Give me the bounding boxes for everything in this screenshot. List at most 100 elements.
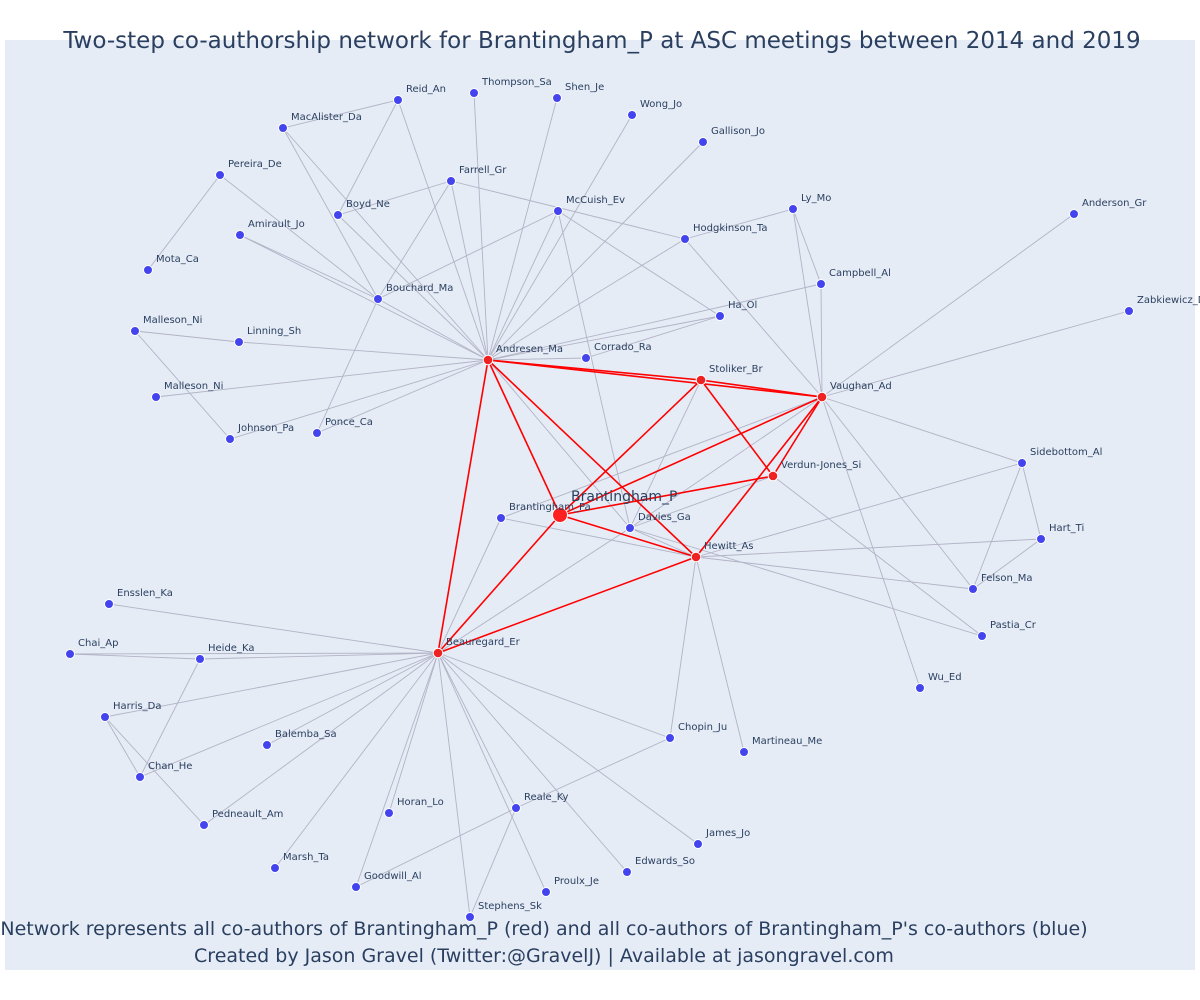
primary-edge-brantingham-p-vaughan-ad bbox=[559, 396, 823, 516]
node-label-malleson-ni-1: Malleson_Ni bbox=[143, 315, 202, 326]
node-ensslen-ka[interactable] bbox=[104, 599, 114, 609]
node-hart-ti[interactable] bbox=[1036, 534, 1046, 544]
node-heide-ka[interactable] bbox=[195, 654, 205, 664]
node-felson-ma[interactable] bbox=[968, 584, 978, 594]
secondary-edge-ha-ol-corrado-ra bbox=[585, 315, 721, 359]
secondary-edge-andresen-ma-davies-ga bbox=[487, 359, 631, 529]
node-james-jo[interactable] bbox=[693, 839, 703, 849]
node-label-pastia-cr: Pastia_Cr bbox=[990, 620, 1037, 631]
node-malleson-ni-1[interactable] bbox=[130, 326, 140, 336]
secondary-edge-farrell-gr-hodgkinson-ta bbox=[450, 180, 686, 240]
node-corrado-ra[interactable] bbox=[581, 353, 591, 363]
node-pereira-de[interactable] bbox=[215, 170, 225, 180]
node-chai-ap[interactable] bbox=[65, 649, 75, 659]
secondary-edge-beauregard-er-proulx-je bbox=[437, 652, 547, 893]
secondary-edge-brantingham-pa-beauregard-er bbox=[437, 517, 502, 654]
node-label-mota-ca: Mota_Ca bbox=[156, 254, 199, 265]
node-balemba-sa[interactable] bbox=[262, 740, 272, 750]
node-label-pedneault-am: Pedneault_Am bbox=[212, 809, 283, 820]
secondary-edge-farrell-gr-boyd-ne bbox=[337, 180, 452, 216]
node-brantingham-pa[interactable] bbox=[496, 513, 506, 523]
secondary-edge-beauregard-er-chopin-ju bbox=[437, 652, 671, 739]
node-stoliker-br[interactable] bbox=[695, 374, 707, 386]
secondary-edge-malleson-ni-1-johnson-pa bbox=[134, 330, 231, 440]
node-macalister-da[interactable] bbox=[278, 123, 288, 133]
node-shen-je[interactable] bbox=[552, 93, 562, 103]
node-campbell-al[interactable] bbox=[816, 279, 826, 289]
node-bouchard-ma[interactable] bbox=[373, 294, 383, 304]
node-wong-jo[interactable] bbox=[627, 110, 637, 120]
node-malleson-ni-2[interactable] bbox=[151, 392, 161, 402]
node-andresen-ma[interactable] bbox=[482, 354, 494, 366]
node-goodwill-al[interactable] bbox=[351, 882, 361, 892]
node-amirault-jo[interactable] bbox=[235, 230, 245, 240]
node-linning-sh[interactable] bbox=[234, 337, 244, 347]
node-label-andresen-ma: Andresen_Ma bbox=[496, 344, 563, 355]
node-label-goodwill-al: Goodwill_Al bbox=[364, 871, 421, 882]
node-chan-he[interactable] bbox=[135, 772, 145, 782]
node-marsh-ta[interactable] bbox=[270, 863, 280, 873]
secondary-edge-andresen-ma-mccuish-ev bbox=[487, 210, 559, 361]
node-label-pereira-de: Pereira_De bbox=[228, 159, 282, 170]
node-label-ha-ol: Ha_Ol bbox=[728, 300, 757, 311]
secondary-edge-heide-ka-chan-he bbox=[139, 658, 201, 778]
node-farrell-gr[interactable] bbox=[446, 176, 456, 186]
node-reid-an[interactable] bbox=[393, 95, 403, 105]
node-martineau-me[interactable] bbox=[739, 747, 749, 757]
node-hodgkinson-ta[interactable] bbox=[680, 234, 690, 244]
secondary-edge-beauregard-er-harris-da bbox=[104, 652, 439, 718]
caption: Network represents all co-authors of Bra… bbox=[0, 916, 1088, 970]
secondary-edge-sidebottom-al-felson-ma bbox=[972, 462, 1023, 590]
node-label-bouchard-ma: Bouchard_Ma bbox=[386, 283, 453, 294]
node-hewitt-as[interactable] bbox=[690, 551, 702, 563]
secondary-edge-ly-mo-vaughan-ad bbox=[792, 208, 823, 398]
node-label-johnson-pa: Johnson_Pa bbox=[237, 423, 294, 434]
node-mota-ca[interactable] bbox=[143, 265, 153, 275]
node-boyd-ne[interactable] bbox=[333, 210, 343, 220]
node-harris-da[interactable] bbox=[100, 712, 110, 722]
secondary-edge-andresen-ma-hodgkinson-ta bbox=[487, 238, 686, 361]
node-zabkiewicz-d[interactable] bbox=[1124, 306, 1134, 316]
node-pastia-cr[interactable] bbox=[977, 631, 987, 641]
node-anderson-gr[interactable] bbox=[1069, 209, 1079, 219]
node-gallison-jo[interactable] bbox=[698, 137, 708, 147]
node-ha-ol[interactable] bbox=[715, 311, 725, 321]
node-ponce-ca[interactable] bbox=[312, 428, 322, 438]
node-mccuish-ev[interactable] bbox=[553, 206, 563, 216]
secondary-edge-beauregard-er-chan-he bbox=[139, 652, 439, 778]
nodes bbox=[65, 88, 1134, 922]
primary-edge-brantingham-p-hewitt-as bbox=[559, 514, 697, 558]
secondary-edge-beauregard-er-stephens-sk bbox=[437, 652, 471, 918]
node-chopin-ju[interactable] bbox=[665, 733, 675, 743]
node-label-corrado-ra: Corrado_Ra bbox=[594, 342, 652, 353]
node-label-mccuish-ev: McCuish_Ev bbox=[566, 195, 625, 206]
node-johnson-pa[interactable] bbox=[225, 434, 235, 444]
node-verdun-jones-si[interactable] bbox=[767, 470, 779, 482]
node-davies-ga[interactable] bbox=[625, 523, 635, 533]
node-label-campbell-al: Campbell_Al bbox=[829, 268, 891, 279]
node-horan-lo[interactable] bbox=[384, 808, 394, 818]
node-sidebottom-al[interactable] bbox=[1017, 458, 1027, 468]
node-ly-mo[interactable] bbox=[788, 204, 798, 214]
secondary-edge-hewitt-as-martineau-me bbox=[695, 556, 745, 753]
secondary-edge-andresen-ma-corrado-ra bbox=[487, 357, 587, 361]
node-proulx-je[interactable] bbox=[541, 887, 551, 897]
node-label-hart-ti: Hart_Ti bbox=[1049, 523, 1084, 534]
node-edwards-so[interactable] bbox=[622, 867, 632, 877]
node-thompson-sa[interactable] bbox=[469, 88, 479, 98]
node-reale-ky[interactable] bbox=[511, 803, 521, 813]
node-label-anderson-gr: Anderson_Gr bbox=[1082, 198, 1147, 209]
node-vaughan-ad[interactable] bbox=[816, 391, 828, 403]
secondary-edge-reale-ky-stephens-sk bbox=[469, 807, 517, 918]
node-label-shen-je: Shen_Je bbox=[565, 82, 604, 93]
node-stephens-sk[interactable] bbox=[465, 912, 475, 922]
node-label-stoliker-br: Stoliker_Br bbox=[709, 364, 764, 375]
node-wu-ed[interactable] bbox=[915, 683, 925, 693]
primary-edge-andresen-ma-vaughan-ad bbox=[487, 359, 823, 398]
secondary-edge-beauregard-er-james-jo bbox=[437, 652, 699, 845]
secondary-edge-andresen-ma-ha-ol bbox=[487, 315, 721, 361]
node-brantingham-p[interactable] bbox=[552, 507, 568, 523]
node-pedneault-am[interactable] bbox=[199, 820, 209, 830]
node-beauregard-er[interactable] bbox=[432, 647, 444, 659]
secondary-edge-farrell-gr-bouchard-ma bbox=[377, 180, 452, 300]
